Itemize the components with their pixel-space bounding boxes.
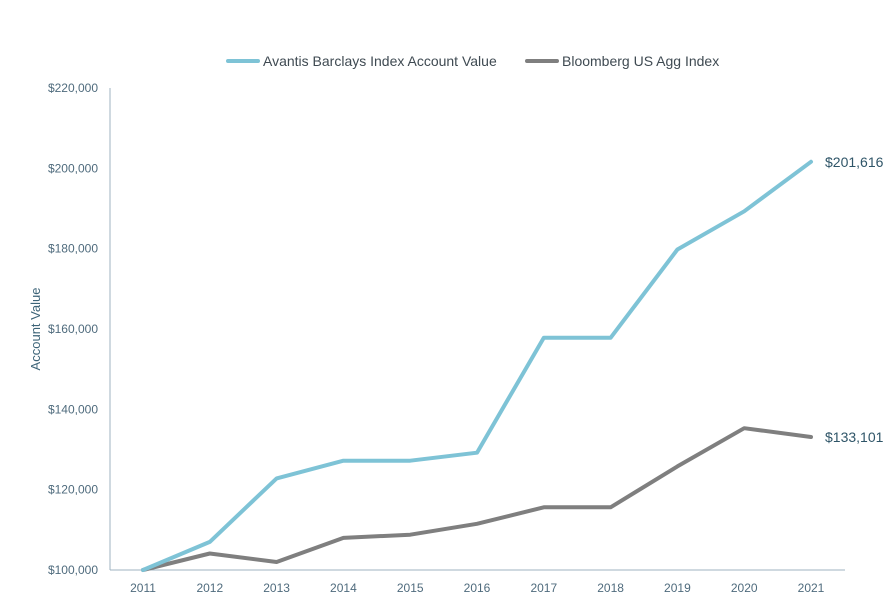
series-line-avantis bbox=[141, 159, 813, 572]
y-tick-label: $120,000 bbox=[48, 483, 98, 497]
x-axis-ticks: 2011 2012 2013 2014 2015 2016 2017 2018 2019 2020… bbox=[130, 581, 825, 595]
x-tick-label: 2014 bbox=[330, 581, 357, 595]
x-tick-label: 2013 bbox=[263, 581, 290, 595]
y-axis-title: Account Value bbox=[28, 288, 43, 371]
end-value-label-bloomberg: $133,101 bbox=[825, 429, 884, 445]
x-tick-label: 2021 bbox=[798, 581, 825, 595]
x-tick-label: 2017 bbox=[530, 581, 557, 595]
x-tick-label: 2020 bbox=[731, 581, 758, 595]
legend-label-bloomberg: Bloomberg US Agg Index bbox=[562, 53, 719, 69]
series-lines bbox=[141, 159, 813, 572]
y-tick-label: $100,000 bbox=[48, 563, 98, 577]
x-tick-label: 2011 bbox=[130, 581, 156, 595]
y-tick-label: $160,000 bbox=[48, 322, 98, 336]
x-tick-label: 2018 bbox=[597, 581, 624, 595]
end-labels: $201,616 $133,101 bbox=[825, 154, 884, 445]
x-tick-label: 2019 bbox=[664, 581, 691, 595]
y-tick-label: $140,000 bbox=[48, 402, 98, 416]
x-tick-label: 2015 bbox=[397, 581, 424, 595]
end-value-label-avantis: $201,616 bbox=[825, 154, 884, 170]
axes bbox=[109, 88, 845, 571]
y-tick-label: $220,000 bbox=[48, 81, 98, 95]
y-tick-label: $180,000 bbox=[48, 242, 98, 256]
x-tick-label: 2016 bbox=[464, 581, 491, 595]
series-line-bloomberg bbox=[141, 426, 813, 572]
legend-label-avantis: Avantis Barclays Index Account Value bbox=[263, 53, 497, 69]
y-axis-ticks: $100,000 $120,000 $140,000 $160,000 $180,000… bbox=[48, 81, 98, 577]
legend: Avantis Barclays Index Account Value Blo… bbox=[226, 53, 719, 69]
x-tick-label: 2012 bbox=[196, 581, 223, 595]
y-tick-label: $200,000 bbox=[48, 161, 98, 175]
